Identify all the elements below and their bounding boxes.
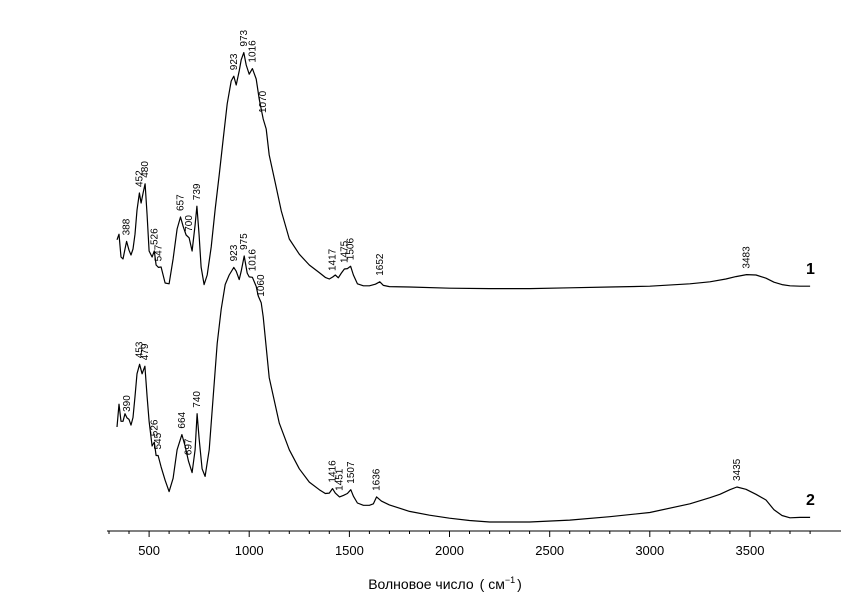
x-axis-label: Волновое число [368,576,474,592]
series-layer [116,51,811,523]
x-tick-label-1000: 1000 [235,543,264,558]
series-1-line [116,51,811,290]
peak-label-2-697: 697 [184,438,195,455]
peak-label-1-452: 452 [134,170,145,187]
peak-label-2-453: 453 [135,341,146,358]
x-axis-unit-superscript: −1 [505,575,515,585]
x-tick-label-1500: 1500 [335,543,364,558]
peak-label-2-1507: 1507 [346,461,357,484]
peak-label-1-1506: 1506 [346,238,357,261]
peak-label-1-1016: 1016 [247,40,258,63]
series-label-1: 1 [806,261,815,278]
peak-label-1-1475: 1475 [339,240,350,263]
peak-label-1-1652: 1652 [375,253,386,276]
peak-label-2-545: 545 [153,432,164,449]
peak-label-1-1417: 1417 [328,248,339,271]
x-tick-label-3000: 3000 [635,543,664,558]
peak-label-1-480: 480 [140,161,151,178]
peak-label-2-390: 390 [122,395,133,412]
series-2-line [116,255,811,523]
peak-label-1-739: 739 [192,183,203,200]
peak-label-2-1416: 1416 [328,460,339,483]
x-axis-unit-close: ) [517,576,522,592]
peak-label-2-1016: 1016 [247,249,258,272]
x-tick-label-2500: 2500 [535,543,564,558]
peak-label-2-3435: 3435 [732,458,743,481]
peak-label-layer: 3884524805265476577007399239731016107014… [122,29,753,490]
peak-label-2-1636: 1636 [372,468,383,491]
peak-label-1-3483: 3483 [742,246,753,269]
peak-label-2-975: 975 [239,233,250,250]
x-tick-label-500: 500 [138,543,160,558]
x-tick-label-3500: 3500 [736,543,765,558]
x-axis-unit: ( см [480,576,505,592]
series-label-layer: 12 [806,261,815,509]
peak-label-1-700: 700 [184,215,195,232]
peak-label-2-740: 740 [192,391,203,408]
peak-label-2-664: 664 [177,411,188,428]
peak-label-2-1060: 1060 [256,274,267,297]
peak-label-2-1451: 1451 [335,468,346,491]
peak-label-1-657: 657 [176,194,187,211]
x-tick-layer: 500 1000 1500 2000 2500 3000 3500 [108,531,811,558]
peak-label-1-547: 547 [154,244,165,261]
x-tick-label-2000: 2000 [435,543,464,558]
peak-label-1-526: 526 [149,228,160,245]
peak-label-2-479: 479 [140,343,151,360]
peak-label-1-973: 973 [239,29,250,46]
peak-label-1-923: 923 [229,53,240,70]
peak-label-2-526: 526 [149,419,160,436]
peak-label-2-923: 923 [229,244,240,261]
series-label-2: 2 [806,492,815,509]
peak-label-1-1070: 1070 [258,90,269,113]
peak-label-1-388: 388 [122,218,133,235]
x-axis-title: Волновое число ( см−1) [368,575,522,592]
